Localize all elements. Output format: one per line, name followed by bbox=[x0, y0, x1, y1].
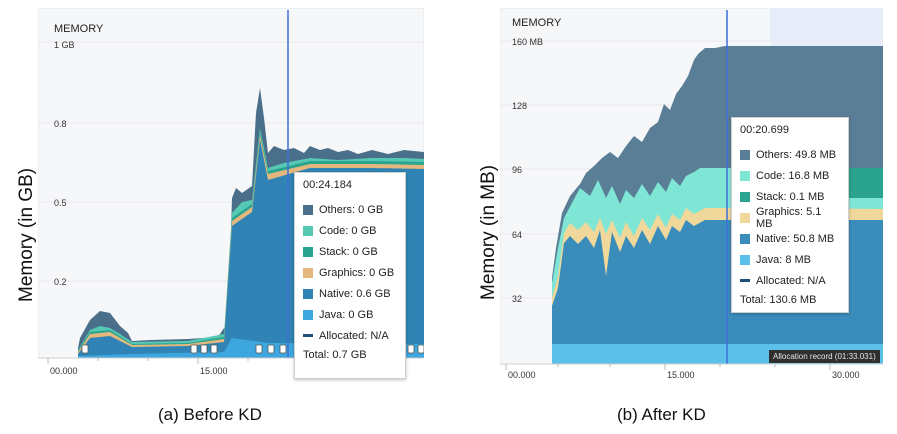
tooltip-row: Graphics: 0 GB bbox=[303, 262, 397, 283]
x-tick-b-2: 30.000 bbox=[832, 370, 860, 380]
y-tick-b-1: 128 bbox=[512, 101, 527, 111]
color-swatch bbox=[740, 191, 750, 202]
gc-icon bbox=[407, 344, 415, 354]
gc-icon bbox=[417, 344, 424, 354]
gc-icon bbox=[279, 344, 287, 354]
tooltip-row-label: Graphics: 5.1 MB bbox=[756, 205, 822, 230]
tooltip-row: Stack: 0 GB bbox=[303, 241, 397, 262]
color-swatch bbox=[303, 246, 313, 257]
color-swatch bbox=[303, 288, 313, 299]
tooltip-row-label: Native: 50.8 MB bbox=[756, 232, 835, 245]
memory-header-a: MEMORY bbox=[54, 23, 104, 35]
tooltip-row: Allocated: N/A bbox=[303, 325, 397, 346]
y-tick-a-1: 0.8 bbox=[54, 119, 67, 129]
gc-icon bbox=[267, 344, 275, 354]
dashed-line-swatch bbox=[303, 334, 313, 337]
tooltip-row-label: Code: 16.8 MB bbox=[756, 169, 830, 182]
tooltip-row: Java: 8 MB bbox=[740, 249, 840, 270]
tooltip-row-label: Java: 8 MB bbox=[756, 253, 812, 266]
y-tick-b-0: 160 MB bbox=[512, 37, 543, 47]
tooltip-row-label: Graphics: 0 GB bbox=[319, 266, 395, 279]
tooltip-row-label: Allocated: N/A bbox=[756, 274, 826, 287]
tooltip-rows: Others: 0 GB Code: 0 GB Stack: 0 GB Graphic… bbox=[303, 199, 397, 346]
tooltip-time: 00:20.699 bbox=[740, 124, 789, 136]
tooltip-row: Native: 0.6 GB bbox=[303, 283, 397, 304]
y-axis-label-b: Memory (in MB) bbox=[478, 164, 499, 300]
tooltip-row: Native: 50.8 MB bbox=[740, 228, 840, 249]
color-swatch bbox=[740, 254, 750, 265]
gc-icon bbox=[200, 344, 208, 354]
tooltip-row-label: Java: 0 GB bbox=[319, 308, 374, 321]
color-swatch bbox=[740, 149, 750, 160]
color-swatch bbox=[740, 233, 750, 244]
color-swatch bbox=[303, 309, 313, 320]
tooltip-row: Code: 0 GB bbox=[303, 220, 397, 241]
caption-a: (a) Before KD bbox=[158, 405, 262, 424]
color-swatch bbox=[740, 170, 750, 181]
gc-icon bbox=[255, 344, 263, 354]
dashed-line-swatch bbox=[740, 279, 750, 282]
tooltip-row-label: Others: 49.8 MB bbox=[756, 148, 837, 161]
y-tick-a-3: 0.2 bbox=[54, 277, 67, 287]
tooltip-row: Java: 0 GB bbox=[303, 304, 397, 325]
tooltip-row: Others: 49.8 MB bbox=[740, 144, 840, 165]
memory-header-b: MEMORY bbox=[512, 17, 562, 29]
color-swatch bbox=[303, 204, 313, 215]
y-axis-label-a: Memory (in GB) bbox=[16, 167, 37, 302]
color-swatch bbox=[303, 225, 313, 236]
tooltip-row-label: Stack: 0 GB bbox=[319, 245, 378, 258]
tooltip-row-label: Allocated: N/A bbox=[319, 329, 389, 342]
tooltip-row-label: Native: 0.6 GB bbox=[319, 287, 391, 300]
tooltip-row: Allocated: N/A bbox=[740, 270, 840, 291]
y-tick-a-0: 1 GB bbox=[54, 40, 75, 50]
gc-icon bbox=[81, 344, 89, 354]
tooltip-total: Total: 130.6 MB bbox=[740, 294, 817, 306]
caption-b: (b) After KD bbox=[617, 405, 706, 424]
tooltip-rows: Others: 49.8 MB Code: 16.8 MB Stack: 0.1 M… bbox=[740, 144, 840, 291]
tooltip-row: Graphics: 5.1 MB bbox=[740, 205, 840, 230]
color-swatch bbox=[303, 267, 313, 278]
y-tick-b-2: 96 bbox=[512, 165, 522, 175]
y-tick-b-4: 32 bbox=[512, 294, 522, 304]
x-tick-a-0: 00.000 bbox=[50, 366, 78, 376]
x-tick-a-1: 15.000 bbox=[200, 366, 228, 376]
tooltip-a: 00:24.184 Others: 0 GB Code: 0 GB Stack: 0… bbox=[294, 172, 406, 379]
gc-events-a[interactable] bbox=[81, 344, 424, 354]
tooltip-row-label: Others: 0 GB bbox=[319, 203, 384, 216]
tooltip-row: Code: 16.8 MB bbox=[740, 165, 840, 186]
tooltip-total: Total: 0.7 GB bbox=[303, 349, 367, 361]
x-tick-b-0: 00.000 bbox=[508, 370, 536, 380]
tooltip-row-label: Stack: 0.1 MB bbox=[756, 190, 825, 203]
gc-icon bbox=[210, 344, 218, 354]
tooltip-b: 00:20.699 Others: 49.8 MB Code: 16.8 MB St… bbox=[731, 117, 849, 313]
allocation-record-badge[interactable]: Allocation record (01:33.031) bbox=[769, 350, 880, 363]
tooltip-row: Others: 0 GB bbox=[303, 199, 397, 220]
x-tick-b-1: 15.000 bbox=[667, 370, 695, 380]
color-swatch bbox=[740, 212, 750, 223]
tooltip-time: 00:24.184 bbox=[303, 179, 352, 191]
tooltip-row-label: Code: 0 GB bbox=[319, 224, 377, 237]
gc-icon bbox=[190, 344, 198, 354]
y-tick-b-3: 64 bbox=[512, 230, 522, 240]
tooltip-row: Stack: 0.1 MB bbox=[740, 186, 840, 207]
y-tick-a-2: 0.5 bbox=[54, 198, 67, 208]
